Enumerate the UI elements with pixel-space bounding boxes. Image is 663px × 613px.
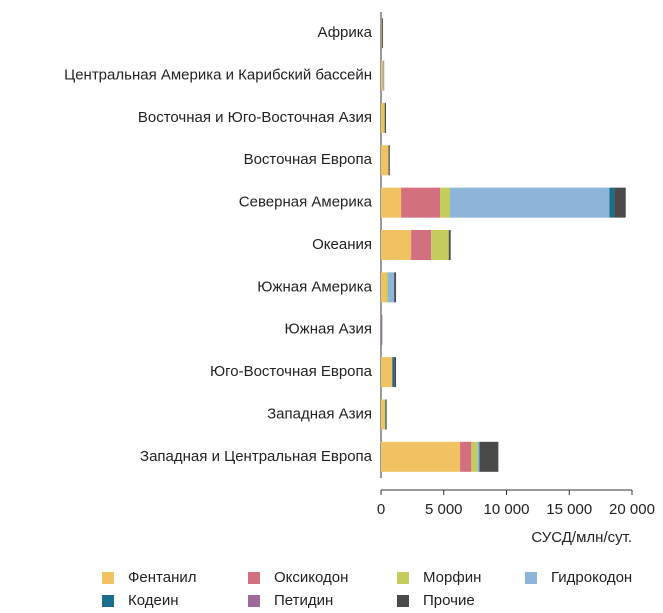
- bar-segment: [477, 441, 480, 472]
- bar-segment: [384, 399, 386, 430]
- bar-segment: [381, 272, 387, 303]
- bar-segment: [411, 230, 432, 260]
- legend-swatch: [397, 595, 409, 607]
- bar-segment: [381, 18, 383, 49]
- bar-segment: [381, 60, 383, 91]
- legend-swatch: [102, 595, 114, 607]
- legend-label: Оксикодон: [274, 569, 348, 586]
- bar-segment: [460, 441, 472, 472]
- bar-segment: [381, 314, 383, 345]
- x-tick-label: 15 000: [546, 501, 592, 518]
- legend-label: Прочие: [423, 592, 475, 609]
- legend-label: Кодеин: [128, 592, 179, 609]
- bar-segment: [392, 357, 395, 388]
- y-tick-label: Центральная Америка и Карибский бассейн: [64, 67, 372, 84]
- y-tick-label: Океания: [312, 236, 372, 253]
- y-tick-label: Восточная Европа: [244, 151, 373, 168]
- bar-segment: [614, 187, 626, 218]
- bar-segment: [401, 187, 440, 218]
- bar-segment: [387, 272, 395, 303]
- x-tick-label: 0: [377, 501, 385, 518]
- bar-segment: [448, 230, 451, 260]
- bar-segment: [381, 187, 402, 218]
- x-tick-label: 10 000: [484, 501, 530, 518]
- bar-segment: [439, 187, 451, 218]
- y-tick-label: Западная и Центральная Европа: [140, 448, 373, 465]
- bar-segment: [381, 102, 384, 133]
- bar-segment: [609, 187, 615, 218]
- legend-swatch: [397, 572, 409, 584]
- legend-swatch: [525, 572, 537, 584]
- x-tick-label: 20 000: [609, 501, 655, 518]
- y-tick-label: Южная Азия: [285, 321, 373, 338]
- legend-label: Морфин: [423, 569, 481, 586]
- legend-swatch: [248, 572, 260, 584]
- bar-segment: [381, 145, 389, 176]
- bar-segment: [431, 230, 449, 260]
- bar-segment: [471, 441, 478, 472]
- y-tick-label: Юго-Восточная Европа: [210, 363, 373, 380]
- bar-segment: [450, 187, 610, 218]
- bar-segment: [388, 145, 390, 176]
- x-axis-label: СУСД/млн/сут.: [531, 529, 632, 546]
- bar-segment: [394, 357, 397, 388]
- legend-label: Гидрокодон: [551, 569, 632, 586]
- y-tick-label: Восточная и Юго-Восточная Азия: [138, 109, 372, 126]
- bar-segment: [381, 18, 382, 49]
- legend-swatch: [102, 572, 114, 584]
- bar-segment: [479, 441, 499, 472]
- bar-segment: [386, 272, 388, 303]
- bar-segment: [381, 230, 412, 260]
- bar-segment: [384, 102, 387, 133]
- y-tick-label: Западная Азия: [267, 405, 372, 422]
- bar-segment: [383, 102, 385, 133]
- bar-segment: [382, 60, 384, 91]
- bar-segment: [381, 357, 393, 388]
- legend-swatch: [248, 595, 260, 607]
- y-tick-label: Северная Америка: [239, 194, 373, 211]
- bar-segment: [381, 399, 385, 430]
- legend-label: Фентанил: [128, 569, 197, 586]
- y-tick-label: Южная Америка: [257, 278, 372, 295]
- bar-segment: [394, 272, 397, 303]
- bar-segment: [381, 441, 461, 472]
- bar-segment: [385, 399, 387, 430]
- x-tick-label: 5 000: [425, 501, 463, 518]
- legend-label: Петидин: [274, 592, 333, 609]
- y-tick-label: Африка: [318, 24, 373, 41]
